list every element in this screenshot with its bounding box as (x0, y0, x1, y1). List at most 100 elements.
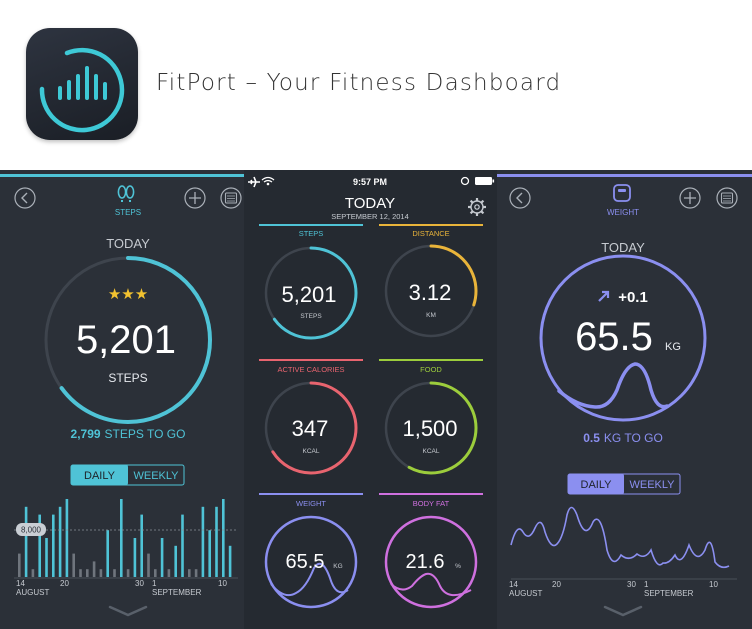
airplane-icon (248, 176, 260, 188)
x-tick-1: 1 (152, 579, 157, 588)
daily-tab-label: DAILY (581, 479, 613, 491)
steps-value: 5,201 (76, 318, 176, 362)
x-tick-30: 30 (627, 580, 636, 589)
status-time: 9:57 PM (353, 177, 387, 187)
scale-icon (613, 184, 631, 202)
weight-screen: WEIGHT TODAY +0.1 65.5 KG 0.5 KG TO GO (497, 170, 752, 629)
steps-bar (174, 545, 177, 577)
daily-tab[interactable] (568, 474, 624, 494)
steps-bar (45, 538, 48, 577)
weight-to-go-label: KG TO GO (604, 431, 663, 445)
dashboard-date: SEPTEMBER 12, 2014 (331, 212, 409, 221)
calories-tile-value: 347 (292, 416, 329, 441)
x-tick-10: 10 (218, 579, 227, 588)
gear-icon[interactable] (468, 198, 486, 216)
x-tick-20: 20 (60, 579, 69, 588)
steps-tile-label: STEPS (299, 229, 324, 238)
x-tick-14: 14 (16, 579, 25, 588)
dashboard-title: TODAY (345, 195, 395, 212)
wifi-icon (261, 176, 275, 186)
weight-period-toggle: DAILY WEEKLY (567, 473, 681, 495)
weight-tile-value: 65.5 (286, 551, 325, 573)
active-calories-tile[interactable]: ACTIVE CALORIES 347 KCAL (259, 359, 363, 475)
weight-to-go-value: 0.5 (583, 431, 600, 445)
food-tile-value: 1,500 (402, 416, 457, 441)
chevron-down-icon[interactable] (603, 605, 643, 617)
weekly-tab-label: WEEKLY (629, 479, 675, 491)
steps-bar (18, 553, 21, 577)
steps-bar (160, 538, 164, 577)
steps-bar (31, 569, 35, 577)
lock-rotation-icon (460, 176, 470, 186)
body-fat-tile-value: 21.6 (406, 551, 445, 573)
app-title: FitPort – Your Fitness Dashboard (156, 70, 562, 96)
daily-tab[interactable] (71, 465, 128, 485)
header: FitPort – Your Fitness Dashboard (0, 0, 752, 170)
steps-bar (194, 569, 198, 577)
steps-bar (228, 545, 232, 577)
distance-tile-ring (384, 244, 478, 338)
calories-tile-ring (264, 381, 358, 475)
steps-progress-ring (44, 256, 212, 424)
distance-tile[interactable]: DISTANCE 3.12 KM (379, 224, 483, 338)
weight-curve (557, 362, 669, 409)
x-month-september: SEPTEMBER (152, 588, 202, 597)
steps-bar (120, 499, 123, 577)
steps-footprint-icon (117, 185, 135, 202)
food-tile[interactable]: FOOD 1,500 KCAL (379, 359, 483, 475)
screens: STEPS TODAY ★★★ 5,201 STEPS 2,799 STEPS T… (0, 170, 752, 629)
x-month-august: AUGUST (16, 588, 49, 597)
weight-tile-unit: KG (333, 563, 342, 570)
steps-bar (52, 514, 55, 577)
x-month-august: AUGUST (509, 589, 542, 598)
food-tile-unit: KCAL (423, 448, 440, 455)
steps-bar (99, 569, 103, 577)
steps-bar-chart (18, 499, 232, 577)
food-tile-ring (384, 381, 478, 475)
steps-bar (167, 569, 171, 577)
body-fat-tile-label: BODY FAT (413, 499, 450, 508)
x-tick-1: 1 (644, 580, 649, 589)
steps-to-go-label: STEPS TO GO (105, 427, 186, 441)
steps-bar (72, 553, 75, 577)
steps-bar (58, 506, 62, 577)
steps-to-go-value: 2,799 (71, 427, 101, 441)
x-tick-14: 14 (509, 580, 518, 589)
steps-bar (86, 569, 89, 577)
body-fat-tile-curve (390, 572, 472, 597)
back-button[interactable] (509, 187, 531, 209)
list-button[interactable] (716, 187, 738, 209)
steps-tile[interactable]: STEPS 5,201 STEPS (259, 224, 363, 340)
up-arrow-icon (598, 290, 610, 302)
steps-bar (222, 499, 225, 577)
steps-to-go: 2,799 STEPS TO GO (71, 427, 186, 441)
fitport-logo-icon (26, 28, 138, 140)
battery-icon (475, 177, 495, 185)
calories-tile-unit: KCAL (303, 448, 320, 455)
body-fat-tile[interactable]: BODY FAT 21.6 % (379, 493, 483, 609)
steps-bar (92, 561, 96, 577)
steps-bar (106, 530, 109, 577)
steps-bar (24, 506, 28, 577)
weight-tile[interactable]: WEIGHT 65.5 KG (259, 493, 363, 609)
steps-bar (188, 569, 191, 577)
chevron-down-icon[interactable] (108, 605, 148, 617)
weight-heading: TODAY (601, 240, 645, 255)
add-button[interactable] (184, 187, 206, 209)
distance-tile-unit: KM (426, 312, 436, 319)
steps-tile-ring (264, 246, 358, 340)
back-button[interactable] (14, 187, 36, 209)
weight-line-chart (510, 506, 730, 569)
x-tick-20: 20 (552, 580, 561, 589)
food-tile-label: FOOD (420, 365, 442, 374)
x-month-september: SEPTEMBER (644, 589, 694, 598)
list-button[interactable] (220, 187, 242, 209)
x-tick-10: 10 (709, 580, 718, 589)
daily-tab-label: DAILY (84, 470, 116, 482)
steps-bar (181, 514, 184, 577)
steps-bar (140, 514, 143, 577)
weight-change: +0.1 (618, 289, 648, 306)
add-button[interactable] (679, 187, 701, 209)
steps-bar (147, 553, 150, 577)
weight-unit: KG (665, 341, 681, 353)
